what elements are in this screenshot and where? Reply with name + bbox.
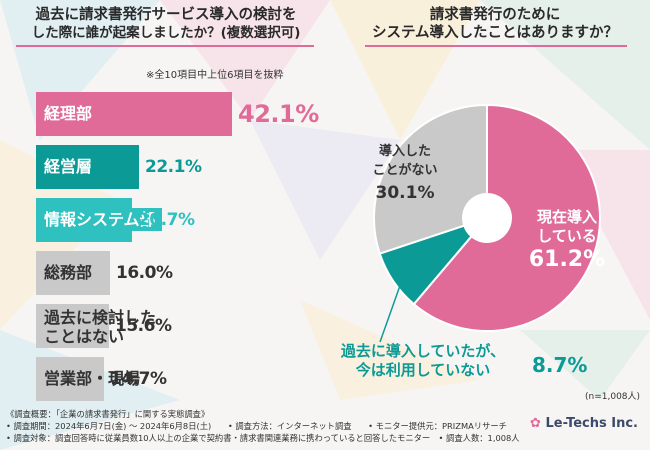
bar [36,251,110,295]
footer-line3: • 調査対象：調査回答時に従業員数10人以上の企業で契約書・請求書関連業務に携わ… [6,433,520,443]
left-chart-title: 過去に請求書発行サービス導入の検討を した際に誰が起案しましたか？(複数選択可) [6,6,326,42]
donut-slice-value: 30.1% [375,183,435,203]
bar [36,357,104,401]
donut-slice-value: 61.2% [528,247,606,272]
bar-category-label: 情報システム部 [38,208,162,231]
donut-slice-label-line: 導入した [378,144,431,159]
left-title-line1: 過去に請求書発行サービス導入の検討を [35,7,297,23]
bg-triangle [480,0,650,150]
bar-category-label-line: 過去に検討した [44,308,157,327]
right-title-line2: システム導入したことはありますか？ [371,25,619,41]
donut-slice-label-line: 今は利用していない [355,361,491,379]
donut-slice-label: 現在導入 している 61.2% [515,208,619,272]
right-title-line1: 請求書発行のために [429,7,561,23]
bar-category-label-line: 経理部 [44,104,93,123]
donut-hole [463,194,511,242]
bar-category-label: 過去に検討した ことはない [38,306,162,348]
logo-text: Le-Techs Inc. [545,416,638,431]
donut-slice-label-line: 現在導入 [536,208,597,226]
left-title-underline [16,45,314,47]
bar [36,304,109,348]
company-logo: ✿ Le-Techs Inc. [530,416,638,431]
logo-mark-icon: ✿ [530,416,541,431]
footer-line1: 《調査概要：「企業の請求書発行」に関する実態調査》 [6,409,210,419]
bar-category-label: 営業部・現場 [38,367,146,390]
bar-category-label: 経理部 [38,102,99,125]
bar-value-label: 16.0% [116,263,173,283]
footer-line2: • 調査期間：2024年6月7日(金) ～ 2024年6月8日(土) • 調査方… [6,421,507,431]
bar-value-label: 42.1% [238,100,319,128]
donut-slice-label-line: している [537,227,597,245]
bar-category-label-line: 営業部・現場 [44,369,141,388]
right-title-underline [365,45,627,47]
bar-category-label-line: ことはない [44,327,125,346]
bar-category-label-line: 情報システム部 [44,210,156,229]
bg-triangle [160,0,330,120]
bg-triangle [300,300,480,400]
left-chart-note: ※全10項目中上位6項目を抜粋 [146,70,284,81]
bar-value-label: 14.7% [110,369,167,389]
donut-slice-label: 導入したことがない 30.1% [360,142,450,203]
bg-triangle [330,0,480,140]
bar-category-label-line: 総務部 [44,263,93,282]
bg-triangle [520,330,650,400]
bar-value-label: 22.1% [145,157,202,177]
left-title-line2: した際に誰が起案しましたか？(複数選択可) [31,25,301,41]
donut-slice-label: 過去に導入していたが、 今は利用していない 8.7% [308,342,588,380]
donut-slice-value: 8.7% [532,353,588,377]
bar-value-label: 20.7% [138,210,195,230]
donut-slice-label-line: 過去に導入していたが、 [340,342,506,360]
donut-slice-label-line: ことがない [372,163,438,178]
bg-triangle [250,120,400,260]
bar-value-label: 15.6% [115,316,172,336]
sample-size-label: (n=1,008人) [585,392,641,402]
bar-category-label: 総務部 [38,261,98,284]
right-chart-title: 請求書発行のために システム導入したことはありますか？ [345,6,645,42]
bar-category-label-line: 経営層 [44,157,93,176]
bar-category-label: 経営層 [38,155,99,178]
leader-line [379,279,403,343]
